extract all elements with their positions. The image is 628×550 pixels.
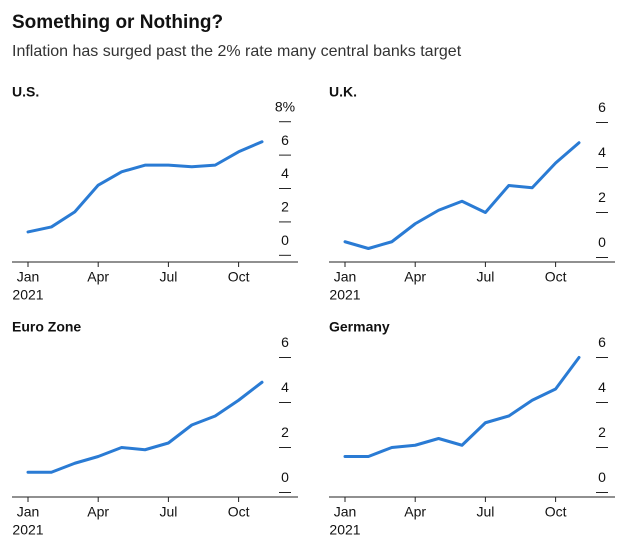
y-tick-label: 2	[598, 424, 606, 440]
y-tick-label: 0	[598, 234, 606, 250]
line	[343, 356, 581, 458]
panel-title: U.K.	[329, 84, 357, 100]
x-tick-label: Jul	[159, 269, 177, 285]
y-tick-label: 0	[598, 469, 606, 485]
x-year-label: 2021	[329, 287, 360, 303]
y-tick-label: 6	[598, 99, 606, 115]
x-tick-label: Apr	[87, 504, 109, 520]
chart-subtitle: Inflation has surged past the 2% rate ma…	[12, 43, 462, 60]
line	[26, 140, 264, 234]
y-tick-label: 2	[281, 424, 289, 440]
x-tick-label: Oct	[228, 504, 250, 520]
x-tick-label: Oct	[228, 269, 250, 285]
y-tick-label: 4	[598, 144, 606, 160]
x-tick-label: Jan	[334, 504, 357, 520]
x-tick-label: Apr	[404, 504, 426, 520]
panel-title: U.S.	[12, 84, 39, 100]
panel-title: Euro Zone	[12, 319, 81, 335]
x-year-label: 2021	[12, 522, 43, 538]
y-tick-label: 4	[281, 379, 289, 395]
x-year-label: 2021	[329, 522, 360, 538]
panel-title: Germany	[329, 319, 390, 335]
x-tick-label: Jul	[476, 269, 494, 285]
y-tick-label: 0	[281, 232, 289, 248]
y-tick-label: 4	[598, 379, 606, 395]
x-tick-label: Apr	[87, 269, 109, 285]
x-tick-label: Jul	[476, 504, 494, 520]
y-tick-label: 6	[598, 334, 606, 350]
x-tick-label: Apr	[404, 269, 426, 285]
y-tick-label: 6	[281, 132, 289, 148]
line	[343, 141, 581, 250]
y-tick-label: 4	[281, 165, 289, 181]
x-tick-label: Jul	[159, 504, 177, 520]
x-year-label: 2021	[12, 287, 43, 303]
x-tick-label: Jan	[334, 269, 357, 285]
x-tick-label: Jan	[17, 269, 40, 285]
x-tick-label: Jan	[17, 504, 40, 520]
x-tick-label: Oct	[545, 504, 567, 520]
y-tick-label: 2	[598, 189, 606, 205]
y-tick-label: 8%	[275, 98, 295, 114]
x-tick-label: Oct	[545, 269, 567, 285]
line	[26, 380, 264, 474]
y-tick-label: 6	[281, 334, 289, 350]
y-tick-label: 2	[281, 199, 289, 215]
y-tick-label: 0	[281, 469, 289, 485]
chart-title: Something or Nothing?	[12, 12, 223, 33]
